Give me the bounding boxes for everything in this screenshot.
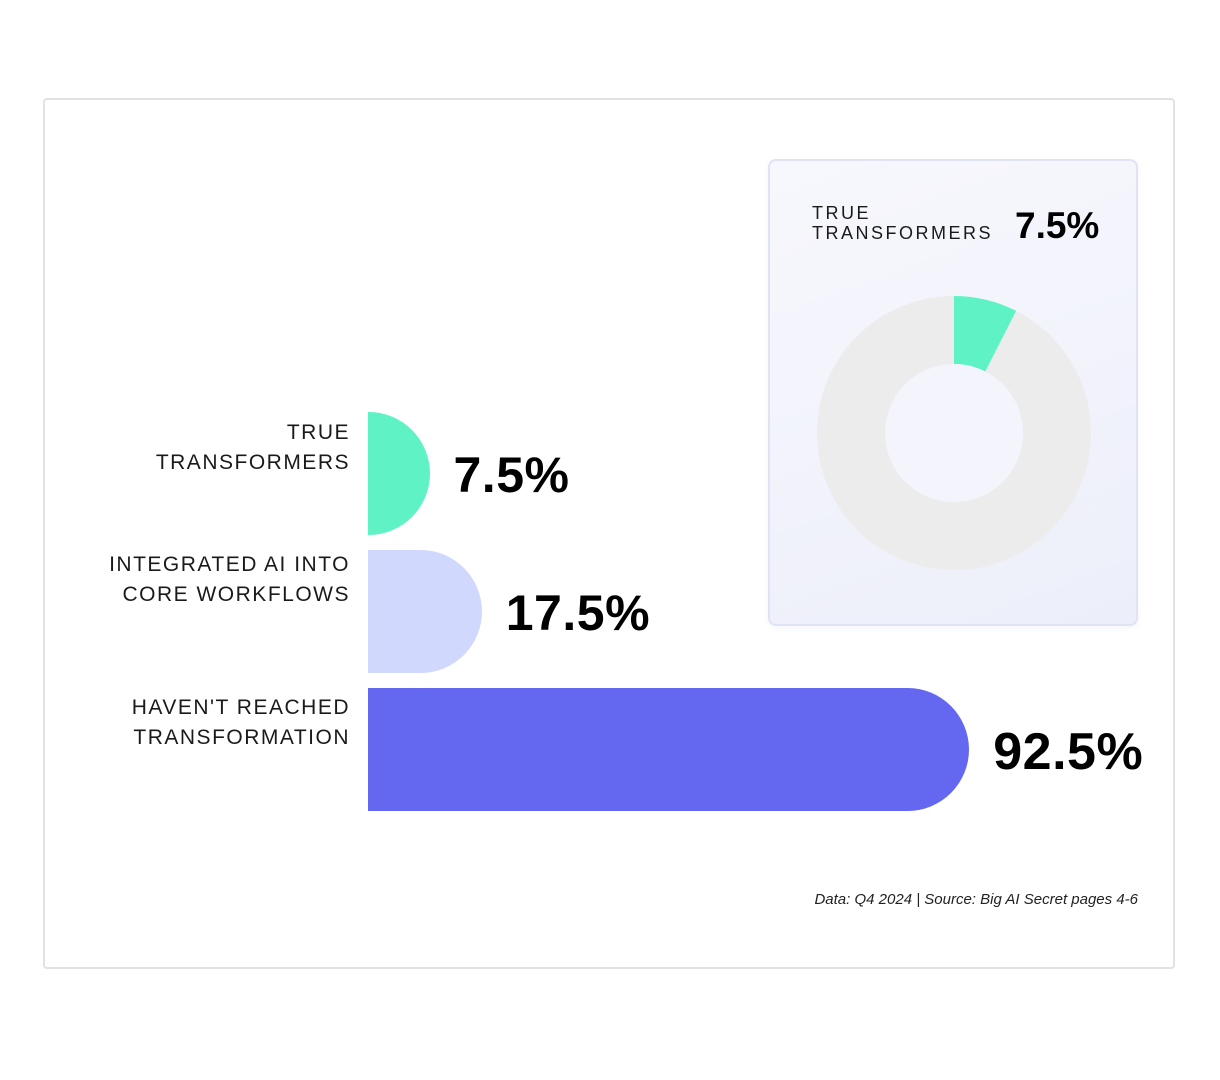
data-label-havent-reached: 92.5% [993,722,1144,781]
source-footnote: Data: Q4 2024 | Source: Big AI Secret pa… [814,891,1138,908]
donut-value: 7.5% [1015,205,1100,246]
bar-integrated-ai [368,550,482,673]
donut-panel: TRUE TRANSFORMERS 7.5% [768,159,1138,626]
donut-label: TRUE TRANSFORMERS [812,203,994,243]
data-label-true-transformers: 7.5% [453,446,570,503]
donut-hole [885,364,1023,502]
tick-label-true-transformers: TRUE TRANSFORMERS [155,421,350,474]
donut-slice-remainder [817,296,1091,570]
tick-label-havent-reached: HAVEN'T REACHED TRANSFORMATION [131,696,350,749]
donut-slice-true-transformers [954,296,1017,372]
data-label-integrated-ai: 17.5% [505,584,651,641]
tick-label-integrated-ai: INTEGRATED AI INTO CORE WORKFLOWS [109,553,350,606]
bar-havent-reached [368,688,970,811]
donut-chart [817,296,1091,570]
